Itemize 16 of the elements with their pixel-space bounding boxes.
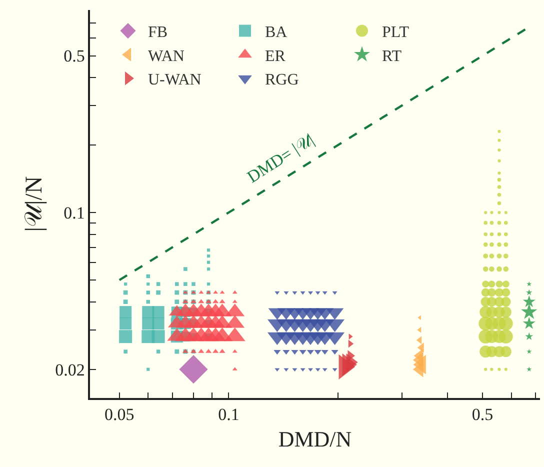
- x-tick-label: 0.5: [472, 405, 494, 424]
- y-tick-label: 0.5: [64, 46, 85, 66]
- legend-label: PLT: [382, 24, 410, 42]
- legend-label: FB: [148, 24, 168, 42]
- y-tick-label: 0.02: [55, 360, 85, 380]
- legend-label: WAN: [148, 48, 185, 65]
- legend-label: BA: [265, 24, 288, 42]
- legend-label: U-WAN: [148, 72, 202, 89]
- x-tick-label: 0.1: [218, 405, 240, 424]
- x-tick-label: 0.05: [104, 405, 134, 424]
- legend-label: ER: [265, 48, 286, 65]
- y-tick-label: 0.1: [64, 204, 85, 222]
- legend-label: RGG: [265, 72, 300, 89]
- legend-label: RT: [382, 48, 402, 65]
- y-axis-title: |𝒰|/N: [22, 176, 48, 232]
- x-axis-title: DMD/N: [278, 426, 352, 452]
